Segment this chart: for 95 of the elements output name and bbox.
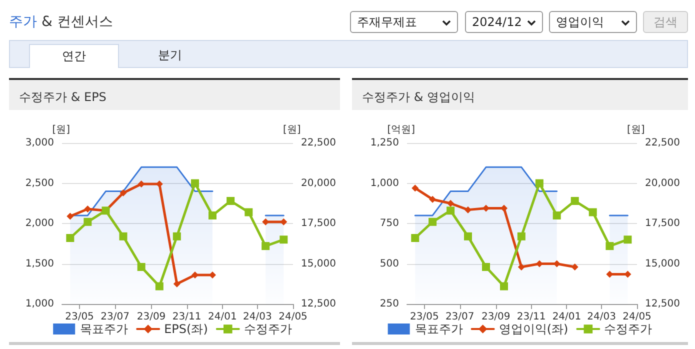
y2-tick-label: 17,500 [301, 218, 336, 229]
y-tick-label: 2,000 [25, 218, 54, 229]
y2-tick-label: 15,000 [301, 258, 336, 270]
x-tick-label: 23/05 [410, 312, 439, 322]
y-tick-label: 500 [380, 258, 399, 270]
chart-title: 수정주가 & 영업이익 [352, 78, 688, 110]
point [208, 211, 216, 220]
point [191, 179, 199, 188]
text: 영업이익 [549, 11, 637, 33]
y-tick-label: 1,250 [370, 138, 399, 148]
legend-label: 수정주가 [604, 322, 652, 336]
point [173, 280, 180, 288]
x-tick-label: 23/07 [445, 312, 474, 322]
point [280, 236, 288, 244]
point [226, 196, 235, 205]
point [606, 242, 614, 250]
point [500, 282, 508, 290]
x-tick-label: 24/05 [278, 312, 308, 322]
text: 분기 [157, 47, 183, 64]
y-axis-title: [원] [52, 124, 70, 136]
y2-tick-label: 22,500 [645, 138, 680, 148]
point [280, 218, 288, 226]
y-tick-label: 1,500 [25, 258, 54, 270]
x-tick-label: 23/11 [172, 312, 202, 322]
y-tick-label: 3,000 [25, 138, 54, 148]
point [482, 204, 490, 212]
point [262, 242, 270, 250]
y2-tick-label: 20,000 [301, 178, 336, 189]
point [517, 232, 526, 240]
y2-tick-label: 22,500 [301, 138, 336, 148]
point [464, 206, 472, 214]
legend-label: 영업이익(좌) [498, 322, 568, 336]
point [446, 206, 455, 215]
y2-tick-label: 17,500 [645, 218, 680, 229]
y2-axis-title: [원] [283, 124, 301, 136]
chart-title: 수정주가 & EPS [9, 78, 340, 110]
text: 주가 & 컨센서스 [9, 13, 113, 31]
point [447, 200, 454, 207]
legend-label: 수정주가 [244, 322, 292, 336]
point [262, 218, 270, 226]
point [66, 212, 74, 220]
legend-label: EPS(좌) [164, 322, 208, 336]
point [552, 211, 561, 220]
x-tick-label: 24/01 [552, 312, 582, 322]
point [209, 272, 216, 279]
point [536, 260, 543, 268]
point [172, 232, 181, 240]
y2-tick-label: 15,000 [645, 258, 680, 270]
y-tick-label: 2,500 [25, 178, 54, 189]
point [138, 180, 145, 188]
point [119, 232, 128, 240]
y2-tick-label: 12,500 [301, 298, 336, 310]
legend-label: 목표주가 [414, 322, 463, 336]
text: 주재무제표 [350, 11, 458, 33]
point [120, 189, 127, 196]
point [66, 234, 74, 242]
text: 연간 [29, 44, 119, 68]
point [535, 179, 544, 188]
x-tick-label: 24/01 [208, 312, 237, 322]
y2-axis-title: [원] [627, 124, 645, 136]
y2-tick-label: 12,500 [645, 298, 680, 310]
point [155, 282, 164, 290]
point [464, 232, 472, 240]
y-tick-label: 250 [380, 298, 399, 310]
point [192, 272, 198, 279]
legend-label: 목표주가 [80, 322, 128, 336]
point [84, 206, 92, 213]
x-tick-label: 23/07 [100, 312, 130, 322]
y-tick-label: 1,000 [370, 178, 399, 189]
point [411, 234, 420, 242]
text: 검색 [643, 11, 688, 33]
point [570, 196, 579, 205]
point [571, 263, 578, 270]
point [429, 196, 436, 203]
x-tick-label: 24/05 [622, 312, 652, 322]
point [482, 262, 490, 271]
point [624, 236, 632, 244]
y2-tick-label: 20,000 [645, 178, 680, 189]
point [137, 262, 146, 271]
x-tick-label: 23/09 [136, 312, 166, 322]
x-tick-label: 23/09 [481, 312, 510, 322]
x-tick-label: 24/03 [587, 312, 616, 322]
point [412, 184, 419, 192]
y-axis-title: [억원] [387, 124, 416, 136]
y-tick-label: 750 [380, 218, 399, 229]
point [518, 263, 525, 270]
x-tick-label: 23/05 [65, 312, 94, 322]
text: 2024/12 [465, 11, 543, 33]
y-tick-label: 1,000 [25, 298, 54, 310]
point [84, 218, 92, 226]
x-tick-label: 24/03 [243, 312, 272, 322]
x-tick-label: 23/11 [516, 312, 546, 322]
point [244, 208, 253, 216]
point [588, 208, 597, 216]
point [428, 218, 437, 226]
